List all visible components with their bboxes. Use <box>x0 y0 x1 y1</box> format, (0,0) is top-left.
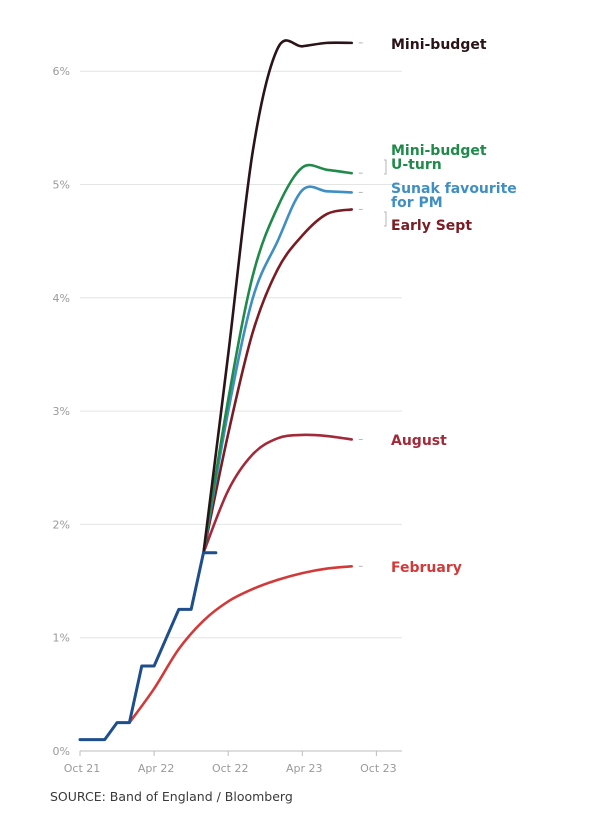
x-tick-label: Apr 23 <box>286 762 323 775</box>
series-line <box>202 208 353 555</box>
x-tick-label: Oct 23 <box>360 762 397 775</box>
series-label-line: for PM <box>391 195 443 211</box>
series-line <box>202 185 353 555</box>
series-label: Mini-budget <box>391 37 487 53</box>
x-tick-label: Oct 21 <box>64 762 101 775</box>
x-tick-label: Apr 22 <box>138 762 175 775</box>
series-label: August <box>391 433 447 449</box>
series-label: February <box>391 560 462 576</box>
x-tick-label: Oct 22 <box>212 762 249 775</box>
series-label-line: February <box>391 560 462 576</box>
series-line <box>202 433 353 555</box>
y-tick-label: 2% <box>53 518 70 531</box>
rate-expectations-chart: 0% 1% 2% 3% 4% 5% 6% Oct 21 Apr 22 Oct 22 Apr 23 Oc… <box>53 37 517 775</box>
series-label-line: Early Sept <box>391 218 472 234</box>
series-label-line: Mini-budget <box>391 143 487 159</box>
series-label-line: Sunak favourite <box>391 181 517 197</box>
series-label-line: August <box>391 433 447 449</box>
series-label-line: Mini-budget <box>391 37 487 53</box>
series-line <box>202 39 353 555</box>
y-tick-label: 4% <box>53 292 70 305</box>
series-label: Mini-budget U-turn <box>391 143 487 173</box>
y-tick-label: 3% <box>53 405 70 418</box>
history-line <box>78 551 218 742</box>
series-label: Early Sept <box>391 218 472 234</box>
label-bracket <box>384 211 387 227</box>
y-tick-label: 6% <box>53 65 70 78</box>
series-label-line: U-turn <box>391 157 442 173</box>
label-bracket <box>384 159 387 175</box>
source-note: SOURCE: Band of England / Bloomberg <box>50 789 293 804</box>
series-line <box>128 565 353 724</box>
y-tick-label: 1% <box>53 632 70 645</box>
series-label: Sunak favourite for PM <box>391 181 517 211</box>
y-tick-label: 5% <box>53 179 70 192</box>
y-tick-label: 0% <box>53 745 70 758</box>
series-line <box>202 163 353 555</box>
